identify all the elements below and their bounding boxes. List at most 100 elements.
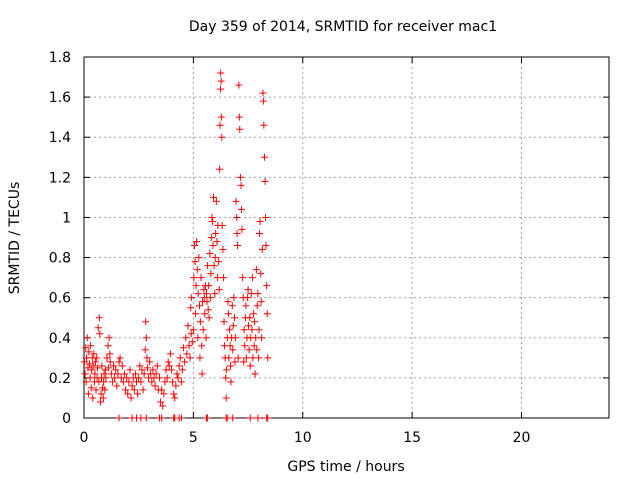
data-point xyxy=(141,346,149,354)
data-point xyxy=(163,374,171,382)
data-point xyxy=(227,378,235,386)
plot-frame xyxy=(83,56,610,419)
data-point xyxy=(89,362,97,370)
data-point xyxy=(260,153,268,161)
data-point xyxy=(175,362,183,370)
data-point xyxy=(264,414,272,422)
data-point xyxy=(89,394,97,402)
data-point xyxy=(210,262,218,270)
data-point xyxy=(198,342,206,350)
data-point xyxy=(218,133,226,141)
data-point xyxy=(217,85,224,93)
data-point xyxy=(96,398,104,406)
data-point xyxy=(86,374,94,382)
data-point xyxy=(124,390,132,398)
data-point xyxy=(187,330,195,338)
data-point xyxy=(251,318,259,326)
data-markers xyxy=(80,69,272,422)
data-point xyxy=(130,386,138,394)
data-point xyxy=(100,370,108,378)
data-point xyxy=(224,310,232,318)
data-point xyxy=(210,193,217,201)
data-point xyxy=(218,221,226,229)
grid-lines xyxy=(84,57,609,418)
data-point xyxy=(143,354,151,362)
data-point xyxy=(250,310,258,318)
data-point xyxy=(142,414,150,422)
data-point xyxy=(170,390,178,398)
data-point xyxy=(201,310,209,318)
data-point xyxy=(158,386,166,394)
data-point xyxy=(245,346,253,354)
data-point xyxy=(229,346,237,354)
data-point xyxy=(255,354,263,362)
data-point xyxy=(211,254,219,262)
data-point xyxy=(206,294,214,302)
data-point xyxy=(200,286,208,294)
data-point xyxy=(231,358,239,366)
data-point xyxy=(114,370,122,378)
x-tick-label: 5 xyxy=(189,430,198,446)
data-point xyxy=(196,302,203,310)
data-point xyxy=(97,390,105,398)
x-tick-label: 20 xyxy=(513,430,531,446)
data-point xyxy=(193,266,201,274)
data-point xyxy=(209,242,217,250)
data-point xyxy=(155,374,163,382)
data-point xyxy=(234,242,242,250)
data-point xyxy=(248,326,256,334)
data-point xyxy=(136,362,144,370)
data-point xyxy=(84,364,92,372)
data-point xyxy=(192,310,200,318)
data-point xyxy=(229,414,237,422)
data-point xyxy=(105,334,113,342)
data-point xyxy=(166,350,174,358)
data-point xyxy=(261,177,269,185)
data-point xyxy=(188,338,196,346)
data-point xyxy=(95,314,103,322)
data-point xyxy=(158,414,166,422)
data-point xyxy=(172,382,180,390)
data-point xyxy=(220,274,228,282)
data-point xyxy=(254,290,262,298)
data-point xyxy=(240,326,248,334)
chart-title: Day 359 of 2014, SRMTID for receiver mac… xyxy=(189,19,497,35)
data-point xyxy=(82,378,90,386)
data-point xyxy=(231,314,238,322)
data-point xyxy=(108,378,116,386)
data-point xyxy=(233,213,241,221)
data-point xyxy=(263,282,271,290)
data-point xyxy=(207,270,215,278)
data-point xyxy=(94,364,102,372)
data-point xyxy=(247,290,255,298)
data-point xyxy=(105,364,112,372)
data-point xyxy=(113,382,121,390)
data-point xyxy=(208,213,216,221)
data-point xyxy=(106,358,114,366)
x-tick-labels: 0 5 10 15 20 xyxy=(80,430,531,446)
data-point xyxy=(253,302,261,310)
data-point xyxy=(183,350,191,358)
data-point xyxy=(245,322,252,330)
data-point xyxy=(87,384,95,392)
data-point xyxy=(173,370,181,378)
data-point xyxy=(88,366,96,374)
data-point xyxy=(259,89,267,97)
data-point xyxy=(238,205,245,213)
data-point xyxy=(207,234,215,241)
data-point xyxy=(233,229,241,237)
data-point xyxy=(87,342,95,350)
data-point xyxy=(209,217,217,225)
data-point xyxy=(186,354,194,362)
data-point xyxy=(94,324,102,332)
data-point xyxy=(200,294,208,302)
data-point xyxy=(235,113,243,121)
data-point xyxy=(223,366,231,374)
data-point xyxy=(203,298,211,306)
data-point xyxy=(194,290,202,298)
data-point xyxy=(226,342,234,350)
axis-ticks xyxy=(83,56,609,419)
y-tick-label: 0.8 xyxy=(49,251,71,267)
data-point xyxy=(152,370,160,378)
data-point xyxy=(122,386,130,394)
